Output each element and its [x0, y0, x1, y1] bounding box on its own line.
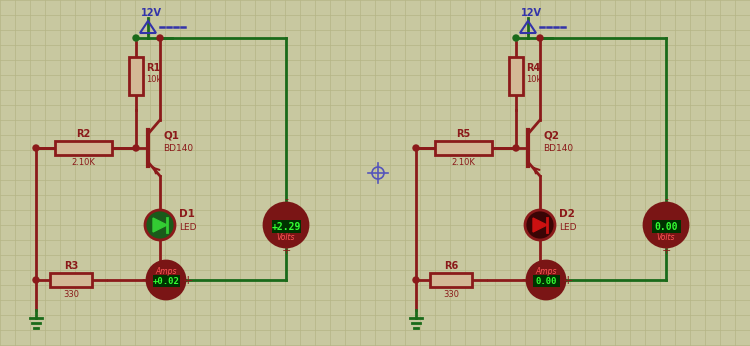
Bar — [435, 141, 492, 155]
Text: 2.10K: 2.10K — [452, 158, 476, 167]
Bar — [129, 57, 143, 95]
Circle shape — [157, 277, 163, 283]
Text: -: - — [284, 194, 288, 204]
Text: R6: R6 — [444, 261, 458, 271]
FancyBboxPatch shape — [152, 274, 179, 286]
Text: +: + — [183, 273, 194, 286]
Text: Q1: Q1 — [163, 131, 179, 141]
Circle shape — [513, 35, 519, 41]
Text: Amps: Amps — [155, 266, 177, 275]
Bar — [50, 273, 92, 287]
Text: +: + — [562, 273, 573, 286]
Text: R3: R3 — [64, 261, 78, 271]
Text: Volts: Volts — [277, 234, 296, 243]
Circle shape — [537, 277, 543, 283]
Circle shape — [413, 145, 419, 151]
Circle shape — [513, 145, 519, 151]
Text: -: - — [664, 194, 668, 204]
Text: 0.00: 0.00 — [654, 222, 678, 232]
FancyBboxPatch shape — [532, 274, 560, 286]
Text: 2.10K: 2.10K — [71, 158, 95, 167]
Text: LED: LED — [179, 223, 196, 232]
Text: R4: R4 — [526, 63, 540, 73]
Polygon shape — [153, 218, 167, 232]
Text: 330: 330 — [443, 290, 459, 299]
FancyBboxPatch shape — [652, 219, 680, 233]
Text: 12V: 12V — [141, 8, 162, 18]
Circle shape — [157, 35, 163, 41]
Text: +2.29: +2.29 — [272, 222, 301, 232]
Text: BD140: BD140 — [163, 144, 194, 153]
Bar — [55, 141, 112, 155]
Circle shape — [413, 277, 419, 283]
Circle shape — [33, 145, 39, 151]
Circle shape — [537, 35, 543, 41]
Text: Amps: Amps — [536, 266, 556, 275]
Text: Q2: Q2 — [543, 131, 559, 141]
Polygon shape — [533, 218, 547, 232]
Circle shape — [133, 35, 139, 41]
Text: +0.02: +0.02 — [152, 277, 179, 286]
Text: +: + — [281, 246, 291, 256]
Text: R1: R1 — [146, 63, 160, 73]
Text: 0.00: 0.00 — [536, 277, 556, 286]
Text: 330: 330 — [63, 290, 79, 299]
Text: D1: D1 — [179, 209, 195, 219]
Text: 10k: 10k — [146, 75, 161, 84]
Circle shape — [33, 277, 39, 283]
Text: 12V: 12V — [521, 8, 542, 18]
Text: -: - — [142, 273, 146, 286]
Circle shape — [147, 261, 185, 299]
Text: LED: LED — [559, 223, 577, 232]
Circle shape — [527, 261, 565, 299]
Circle shape — [525, 210, 555, 240]
Circle shape — [644, 203, 688, 247]
Text: BD140: BD140 — [543, 144, 573, 153]
Text: 10k: 10k — [526, 75, 542, 84]
Bar — [509, 57, 523, 95]
Text: -: - — [522, 273, 526, 286]
FancyBboxPatch shape — [272, 219, 301, 233]
Circle shape — [264, 203, 308, 247]
Text: +: + — [662, 246, 670, 256]
Text: R2: R2 — [76, 129, 91, 139]
Text: D2: D2 — [559, 209, 574, 219]
Circle shape — [133, 145, 139, 151]
Text: R5: R5 — [456, 129, 471, 139]
Text: Volts: Volts — [657, 234, 675, 243]
Bar — [430, 273, 472, 287]
Circle shape — [145, 210, 175, 240]
